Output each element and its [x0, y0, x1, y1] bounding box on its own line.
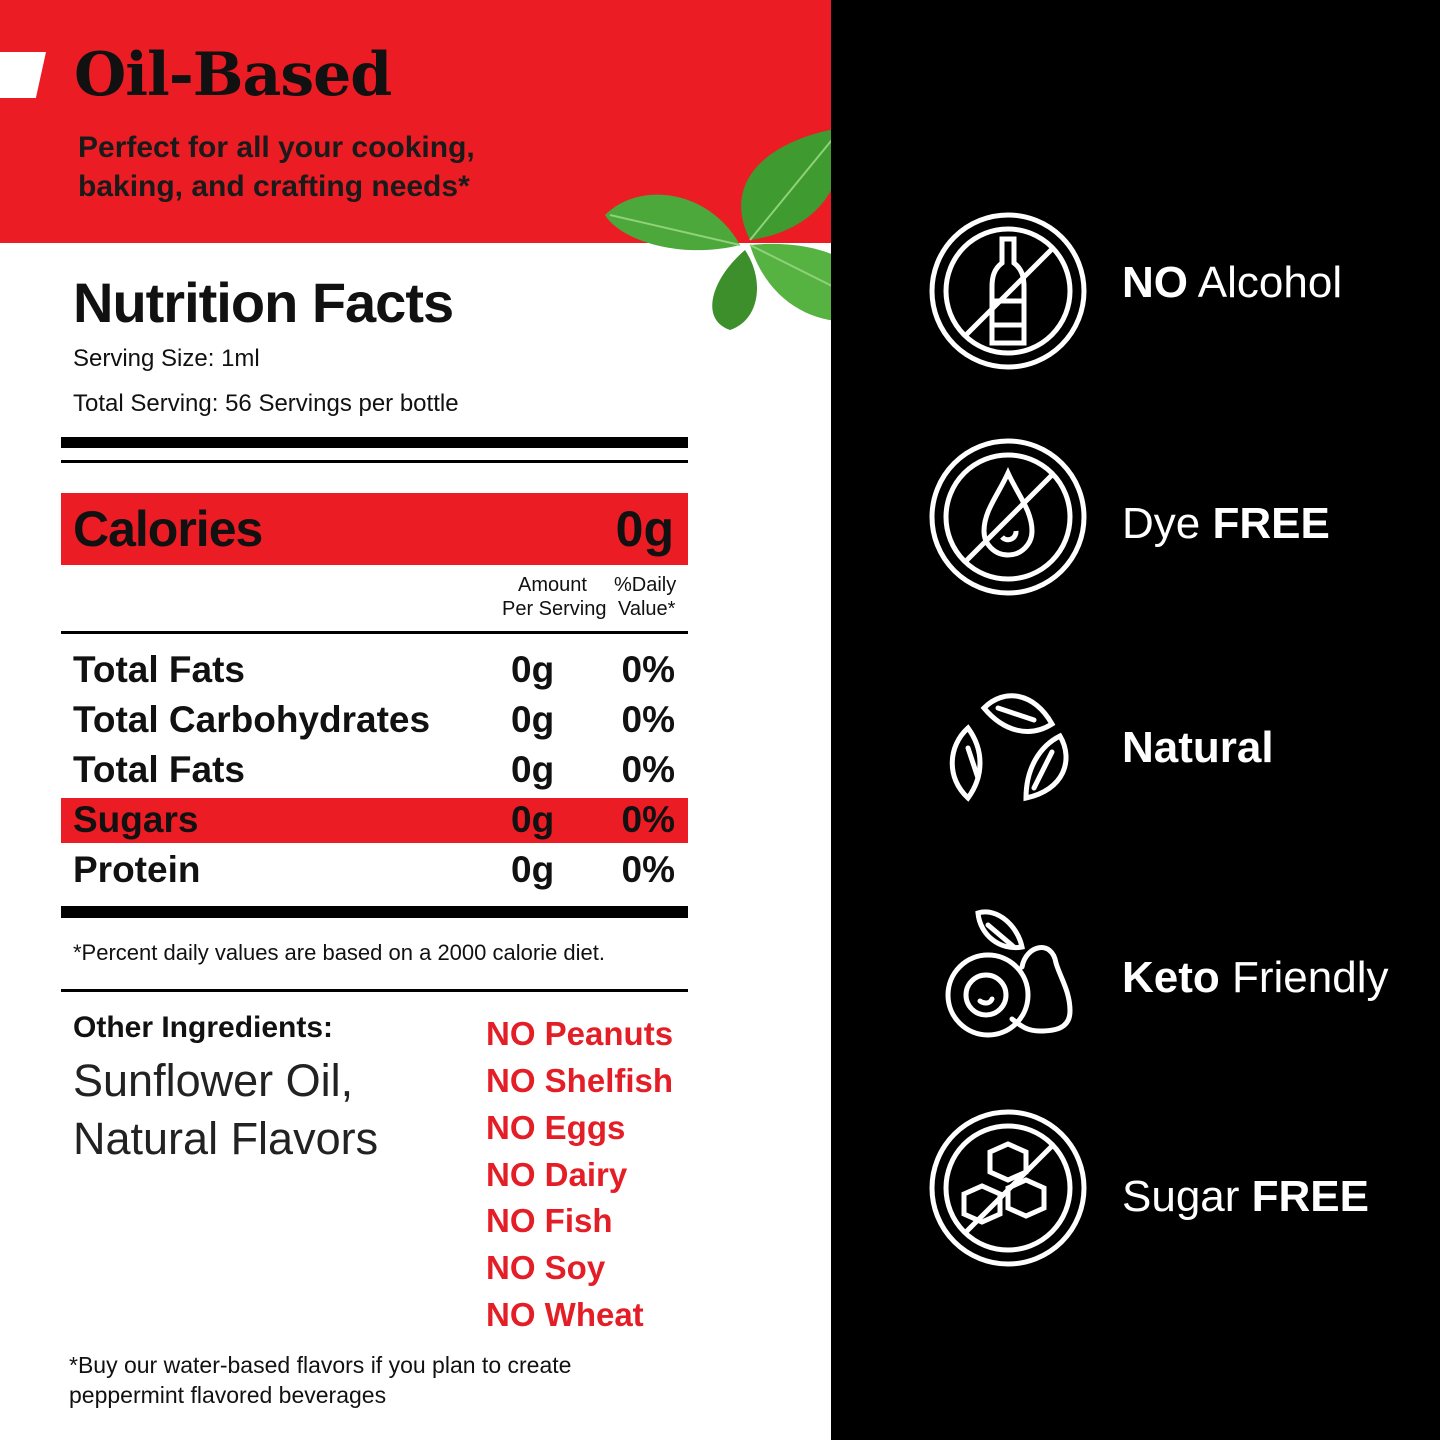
- nutrient-dv: 0%: [621, 799, 675, 840]
- ingredients-line-2: Natural Flavors: [73, 1113, 379, 1164]
- allergen-item: NO Wheat: [486, 1296, 644, 1333]
- nutrient-name: Protein: [73, 849, 201, 890]
- badge-dye-free: Dye FREE: [1122, 499, 1330, 549]
- allergen-item: NO Peanuts: [486, 1015, 674, 1052]
- nutrient-name: Total Carbohydrates: [73, 699, 431, 740]
- badge-text: Alcohol: [1188, 258, 1343, 307]
- badge-strong: FREE: [1251, 1172, 1369, 1221]
- badge-text: Dye: [1122, 499, 1213, 548]
- calories-band: [61, 493, 688, 565]
- sugars-band: [61, 798, 688, 843]
- page-title: Oil-Based: [74, 40, 392, 110]
- badge-text: Sugar: [1122, 1172, 1252, 1221]
- nutrient-row: Total Carbohydrates 0g 0%: [73, 697, 675, 743]
- keto-avocado-icon: [945, 909, 1073, 1038]
- badge-strong: Natural: [1122, 723, 1274, 772]
- allergen-item: NO Dairy: [486, 1156, 628, 1193]
- subtitle-line-2: baking, and crafting needs*: [78, 170, 470, 203]
- badge-natural: Natural: [1122, 723, 1274, 773]
- nutrient-name: Total Fats: [73, 749, 245, 790]
- allergen-item: NO Shelfish: [486, 1062, 674, 1099]
- badge-no-alcohol: NO Alcohol: [1122, 258, 1342, 308]
- col-amount-2: Per Serving: [502, 598, 607, 620]
- badge-strong: FREE: [1212, 499, 1330, 548]
- badges-panel: [831, 0, 1440, 1440]
- sugar-free-icon: [929, 1109, 1087, 1267]
- calories-value: 0g: [615, 501, 674, 557]
- nutrient-dv: 0%: [621, 749, 675, 790]
- nutrient-amount: 0g: [511, 749, 555, 790]
- badge-strong: NO: [1122, 258, 1188, 307]
- subtitle-line-1: Perfect for all your cooking,: [78, 131, 475, 164]
- divider-thin: [61, 460, 688, 463]
- nutrient-row: Total Fats 0g 0%: [73, 747, 675, 793]
- col-dv-2: Value*: [618, 598, 676, 620]
- nutrient-dv: 0%: [621, 699, 675, 740]
- badge-keto-friendly: Keto Friendly: [1122, 953, 1389, 1003]
- total-serving: Total Serving: 56 Servings per bottle: [73, 390, 459, 417]
- badge-text: Friendly: [1219, 953, 1389, 1002]
- nutrient-name: Sugars: [73, 799, 199, 840]
- no-alcohol-icon: [929, 212, 1087, 370]
- nutrient-amount: 0g: [511, 699, 555, 740]
- nutrient-dv: 0%: [621, 649, 675, 690]
- divider-header: [61, 631, 688, 634]
- nutrition-title: Nutrition Facts: [73, 271, 454, 334]
- badge-sugar-free: Sugar FREE: [1122, 1172, 1369, 1222]
- nutrient-row: Sugars 0g 0%: [73, 797, 675, 843]
- nutrient-name: Total Fats: [73, 649, 245, 690]
- divider-thick: [61, 437, 688, 448]
- ingredients-label: Other Ingredients:: [73, 1011, 334, 1044]
- allergen-item: NO Soy: [486, 1249, 606, 1286]
- col-amount-1: Amount: [518, 574, 587, 596]
- badge-strong: Keto: [1122, 953, 1220, 1002]
- nutrient-row: Protein 0g 0%: [73, 847, 675, 893]
- calories-label: Calories: [73, 501, 263, 557]
- serving-size: Serving Size: 1ml: [73, 345, 260, 372]
- allergen-item: NO Fish: [486, 1202, 613, 1239]
- divider-thick-bottom: [61, 906, 688, 918]
- dye-free-icon: [929, 438, 1087, 596]
- allergen-item: NO Eggs: [486, 1109, 626, 1146]
- bottom-note-line-1: *Buy our water-based flavors if you plan…: [69, 1352, 572, 1378]
- nutrient-amount: 0g: [511, 799, 555, 840]
- daily-value-footnote: *Percent daily values are based on a 200…: [73, 940, 606, 965]
- nutrient-dv: 0%: [621, 849, 675, 890]
- natural-leaves-icon: [949, 693, 1069, 802]
- nutrient-row: Total Fats 0g 0%: [73, 647, 675, 693]
- nutrient-amount: 0g: [511, 649, 555, 690]
- divider-ingredients: [61, 989, 688, 992]
- ingredients-line-1: Sunflower Oil,: [73, 1055, 354, 1106]
- nutrient-amount: 0g: [511, 849, 555, 890]
- bottom-note-line-2: peppermint flavored beverages: [69, 1382, 387, 1408]
- col-dv-1: %Daily: [614, 574, 677, 596]
